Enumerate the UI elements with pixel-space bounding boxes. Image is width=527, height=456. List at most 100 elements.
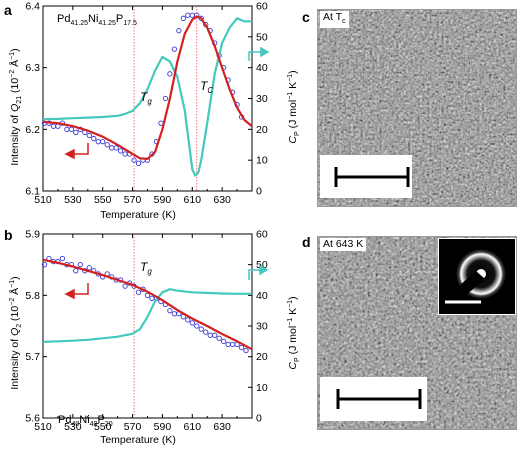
y-right-tick-label: 50 — [256, 259, 268, 271]
y-right-tick-label: 50 — [256, 31, 268, 43]
cp-curve — [42, 288, 252, 343]
data-point — [180, 15, 186, 21]
x-tick-label: 610 — [184, 194, 202, 206]
tem-label-d: At 643 K — [320, 238, 367, 251]
panel-b-composition: Pd40Ni40P20 — [58, 414, 113, 428]
y-tick-label: 5.8 — [25, 290, 40, 302]
tem-label-c: At Tc — [320, 11, 349, 29]
data-point — [216, 335, 222, 341]
data-point — [194, 323, 200, 329]
data-point — [220, 338, 227, 344]
x-tick-label: 550 — [94, 194, 112, 206]
x-tick-label: 610 — [184, 421, 202, 433]
data-point — [100, 139, 106, 145]
data-point — [185, 12, 191, 18]
panel-b-chart: b 510 530 550 570 590 610 630 5.6 5.7 5.8 5.9 0 10 20… — [4, 227, 301, 446]
data-point — [68, 126, 75, 132]
panel-b-xlabel: Temperature (K) — [100, 434, 176, 446]
data-point — [135, 160, 142, 166]
right-axis-arrow-b — [248, 264, 269, 280]
data-point — [171, 46, 178, 52]
y-tick-label: 6.3 — [25, 62, 40, 74]
x-tick-label: 590 — [154, 421, 172, 433]
y-right-tick-label: 60 — [256, 229, 268, 241]
y-tick-label: 6.1 — [25, 186, 40, 198]
y-right-tick-label: 40 — [256, 62, 268, 74]
data-point — [91, 135, 97, 142]
tg-annotation-b: Tg — [140, 260, 152, 276]
data-point — [73, 268, 79, 274]
data-point — [185, 317, 191, 323]
data-point — [113, 145, 119, 151]
data-point — [229, 341, 236, 348]
y-right-tick-label: 60 — [256, 1, 268, 13]
panel-a-ylabel-right: CP (J mol−1 K−1) — [287, 70, 301, 143]
panel-b-letter: b — [4, 227, 13, 243]
y-right-tick-label: 30 — [256, 93, 268, 105]
panel-a-ylabel-left: Intensity of Q21 (10−2 Å−1) — [8, 48, 23, 165]
data-point — [203, 329, 209, 335]
diffraction-inset — [438, 238, 516, 315]
panel-a-composition: Pd41.25Ni41.25P17.5 — [57, 13, 137, 27]
data-point — [109, 145, 115, 151]
scale-bar-box-d — [320, 377, 427, 421]
scale-bar-box-c — [320, 155, 412, 198]
tem-image-c: At Tc — [317, 9, 517, 207]
panel-c-letter: c — [302, 9, 310, 25]
data-point — [64, 126, 70, 132]
data-point — [212, 332, 218, 338]
data-point — [171, 311, 178, 317]
x-tick-label: 630 — [213, 194, 231, 206]
data-point — [77, 262, 83, 268]
panel-a-plot-area: 510 530 550 570 590 610 630 6.1 6.2 6.3 6.4 0 10 20 30… — [25, 1, 267, 207]
data-point — [117, 148, 124, 154]
y-right-tick-label: 40 — [256, 290, 268, 302]
diffraction-ring — [444, 249, 506, 307]
scale-bar-d — [336, 389, 422, 409]
data-point — [122, 283, 128, 289]
data-point — [167, 308, 173, 314]
panel-a-xlabel: Temperature (K) — [100, 209, 176, 221]
data-point — [59, 255, 66, 262]
data-point — [176, 28, 182, 34]
data-point — [95, 139, 101, 145]
data-point — [144, 292, 151, 298]
x-tick-label: 570 — [124, 421, 142, 433]
y-right-tick-label: 0 — [256, 413, 262, 425]
panel-a-chart: a 510 530 550 570 590 610 630 6.1 6.2 6.3 6.4 0 10 20… — [4, 1, 301, 222]
tc-annotation: TC — [200, 79, 213, 95]
data-point — [131, 157, 137, 163]
data-point — [104, 142, 110, 148]
data-point — [225, 341, 231, 348]
data-point — [207, 332, 213, 338]
y-right-tick-label: 0 — [256, 186, 262, 198]
data-point — [238, 344, 245, 351]
x-tick-label: 510 — [34, 421, 52, 433]
data-point — [50, 123, 57, 129]
panel-b-ylabel-right: CP (J mol−1 K−1) — [287, 296, 301, 369]
y-right-tick-label: 20 — [256, 351, 268, 363]
y-right-tick-label: 30 — [256, 321, 268, 333]
panel-d-letter: d — [302, 234, 311, 250]
y-tick-label: 5.9 — [25, 229, 40, 241]
fit-curve — [42, 15, 253, 160]
cp-curve — [42, 17, 252, 177]
x-tick-label: 630 — [213, 421, 231, 433]
x-tick-label: 550 — [94, 421, 112, 433]
panel-b-plot-area: 510 530 550 570 590 610 630 5.6 5.7 5.8 5.9 0 10 20 30… — [25, 229, 267, 434]
data-point — [149, 295, 155, 302]
y-right-tick-label: 20 — [256, 124, 268, 136]
data-point — [189, 320, 195, 326]
tem-image-d: At 643 K — [317, 236, 517, 430]
x-tick-label: 510 — [34, 194, 52, 206]
y-tick-label: 6.2 — [25, 124, 40, 136]
tg-annotation-a: Tg — [140, 90, 152, 106]
panel-b-ylabel-left: Intensity of Q2 (10−2 Å−1) — [8, 276, 23, 389]
y-right-tick-label: 10 — [256, 382, 268, 394]
x-tick-label: 570 — [124, 194, 142, 206]
y-right-tick-label: 10 — [256, 155, 268, 167]
data-point — [73, 129, 79, 136]
data-point — [86, 132, 92, 139]
fit-curve — [42, 258, 253, 351]
data-point — [86, 265, 92, 271]
